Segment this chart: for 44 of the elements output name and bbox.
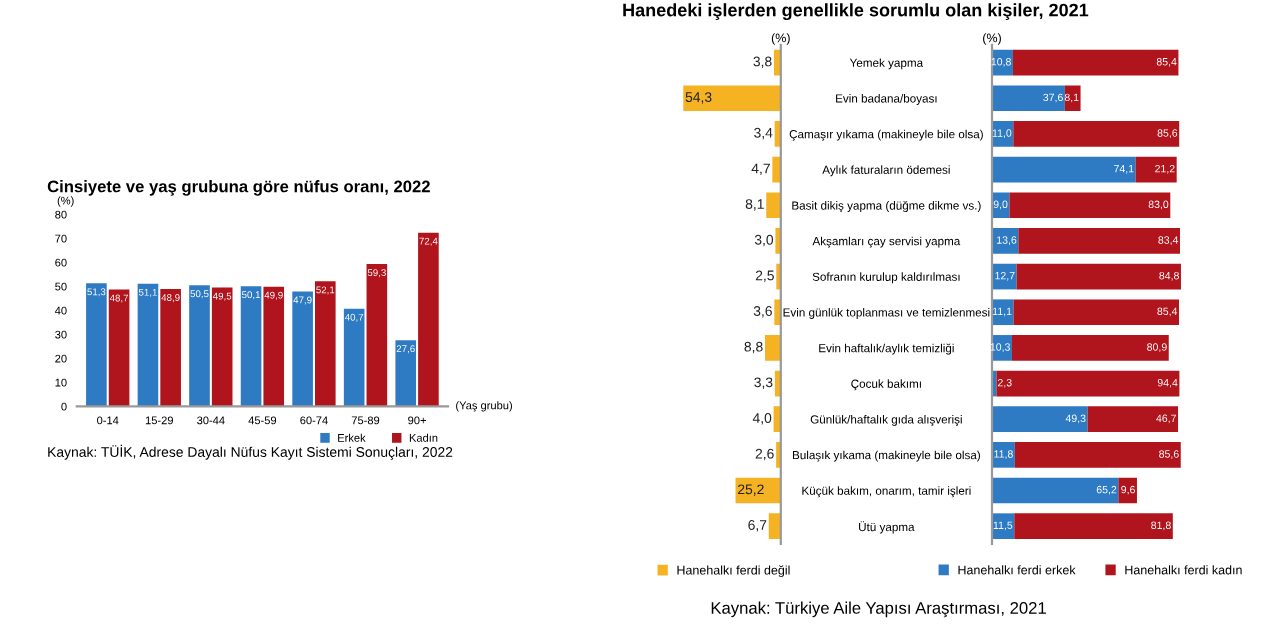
bar (992, 299, 1014, 326)
bar (1016, 263, 1181, 290)
bar (1012, 49, 1179, 76)
bar (418, 232, 439, 407)
bar (1087, 406, 1179, 433)
bar (992, 85, 1065, 112)
bar (1064, 85, 1081, 112)
bar (1009, 192, 1171, 219)
bar (1013, 299, 1180, 326)
bar (1014, 442, 1181, 468)
bar (366, 264, 388, 407)
bar (263, 286, 285, 407)
bar (1011, 335, 1169, 361)
bar (774, 299, 781, 326)
chart-title: Cinsiyete ve yaş grubuna göre nüfus oranı, 2022 (47, 180, 430, 196)
bar (240, 286, 262, 407)
bar (211, 287, 233, 407)
bar (108, 289, 130, 407)
bar (772, 156, 781, 183)
bar (160, 289, 181, 407)
bar (292, 291, 313, 407)
bar (189, 285, 210, 407)
bar (992, 406, 1088, 433)
bar (768, 513, 781, 540)
bar (137, 283, 159, 407)
bar (343, 308, 365, 407)
bar (395, 340, 417, 407)
text: Kaynak: Türkiye Aile Yapısı Araştırması, 2021 (711, 601, 1046, 618)
bar (1014, 513, 1173, 540)
bar (992, 477, 1119, 504)
bar (1135, 156, 1177, 183)
bar (683, 85, 781, 112)
text: Hanedeki işlerden genellikle sorumlu olan kişiler, 2021 (623, 3, 1089, 21)
bar (1118, 477, 1137, 504)
bar (992, 263, 1017, 290)
bar (86, 283, 107, 407)
bar (1013, 121, 1180, 147)
bar (766, 192, 781, 219)
bar (765, 335, 781, 361)
bar (775, 228, 781, 254)
bar (1018, 228, 1180, 254)
bar (996, 370, 1180, 397)
bar (314, 281, 336, 407)
bar (992, 156, 1136, 183)
